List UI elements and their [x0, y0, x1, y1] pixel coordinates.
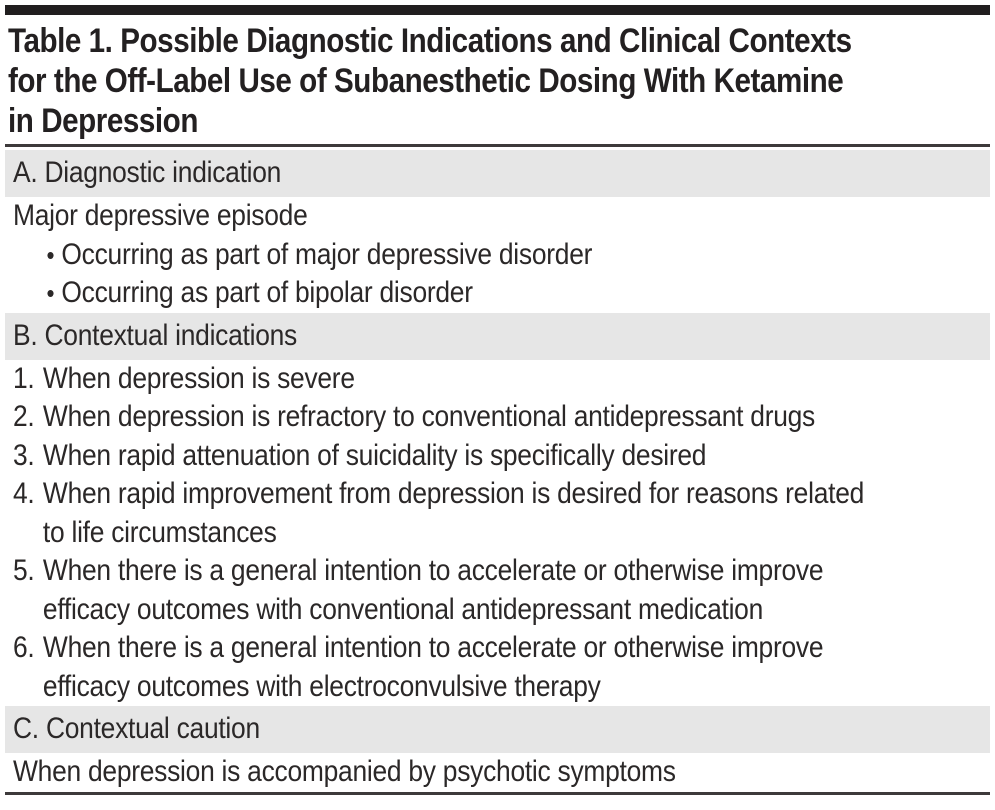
- row-text: Occurring as part of major depressive di…: [61, 237, 593, 271]
- section-b-body: 1. When depression is severe 2. When depre…: [5, 360, 990, 707]
- row-line: 1. When depression is severe: [13, 360, 873, 399]
- row-number: 6.: [13, 631, 35, 664]
- table-row: 2. When depression is refractory to conve…: [13, 398, 990, 437]
- section-a-heading: A. Diagnostic indication: [13, 156, 282, 190]
- table-figure: Table 1. Possible Diagnostic Indications…: [0, 5, 995, 795]
- row-number: 1.: [13, 361, 35, 395]
- table-title-line-3: in Depression: [8, 102, 198, 140]
- row-line: 2. When depression is refractory to conve…: [13, 398, 873, 437]
- table-bottom-rule: [5, 791, 990, 795]
- row-text: When rapid improvement from depression i…: [42, 477, 865, 510]
- table-top-bar: [5, 5, 990, 15]
- row-text: When depression is refractory to convent…: [42, 400, 815, 433]
- row-text: Occurring as part of bipolar disorder: [61, 276, 473, 309]
- section-c-heading: C. Contextual caution: [13, 712, 260, 746]
- title-divider-rule: [5, 144, 990, 147]
- table-row: When depression is accompanied by psycho…: [13, 755, 676, 788]
- section-a-heading-band: A. Diagnostic indication: [5, 150, 990, 197]
- table-row: • Occurring as part of bipolar disorder: [13, 274, 873, 313]
- row-line: 4. When rapid improvement from depression…: [13, 475, 873, 514]
- row-line: 5. When there is a general intention to a…: [13, 552, 873, 591]
- section-c-heading-band: C. Contextual caution: [5, 706, 990, 753]
- table-row: 3. When rapid attenuation of suicidality …: [13, 437, 990, 476]
- row-line: 3. When rapid attenuation of suicidality …: [13, 437, 873, 476]
- table-row: Major depressive episode: [13, 199, 308, 232]
- table-row: 1. When depression is severe: [13, 360, 990, 399]
- row-number: 4.: [13, 477, 35, 510]
- section-b-contextual-indications: B. Contextual indications 1. When depress…: [5, 312, 990, 707]
- row-number: 3.: [13, 438, 35, 472]
- row-line: 6. When there is a general intention to a…: [13, 629, 873, 668]
- table-title-line-2: for the Off-Label Use of Subanesthetic D…: [8, 62, 844, 100]
- section-a-diagnostic-indication: A. Diagnostic indication Major depressiv…: [5, 150, 990, 313]
- row-text: When rapid attenuation of suicidality is…: [42, 438, 707, 472]
- row-continuation-line: to life circumstances: [42, 515, 277, 549]
- row-text: When there is a general intention to acc…: [42, 631, 824, 664]
- table-title-line-1: Table 1. Possible Diagnostic Indications…: [8, 22, 852, 60]
- row-text: When there is a general intention to acc…: [42, 554, 824, 587]
- section-c-body: When depression is accompanied by psycho…: [5, 753, 990, 792]
- bullet-icon: •: [46, 239, 55, 270]
- table-row: 6. When there is a general intention to a…: [13, 629, 990, 706]
- table-row: 5. When there is a general intention to a…: [13, 552, 990, 629]
- row-text: When depression is severe: [42, 361, 355, 395]
- row-continuation-line: efficacy outcomes with electroconvulsive…: [42, 669, 601, 703]
- row-number: 5.: [13, 554, 35, 587]
- section-c-contextual-caution: C. Contextual caution When depression is…: [5, 706, 990, 792]
- section-b-heading: B. Contextual indications: [13, 318, 297, 352]
- table-title: Table 1. Possible Diagnostic Indications…: [5, 21, 990, 141]
- row-number: 2.: [13, 400, 35, 433]
- section-b-heading-band: B. Contextual indications: [5, 312, 990, 360]
- section-a-body: Major depressive episode • Occurring as p…: [5, 197, 990, 313]
- table-row: 4. When rapid improvement from depression…: [13, 475, 990, 552]
- row-continuation-line: efficacy outcomes with conventional anti…: [42, 592, 764, 626]
- table-row: • Occurring as part of major depressive d…: [13, 236, 873, 275]
- bullet-icon: •: [46, 278, 55, 308]
